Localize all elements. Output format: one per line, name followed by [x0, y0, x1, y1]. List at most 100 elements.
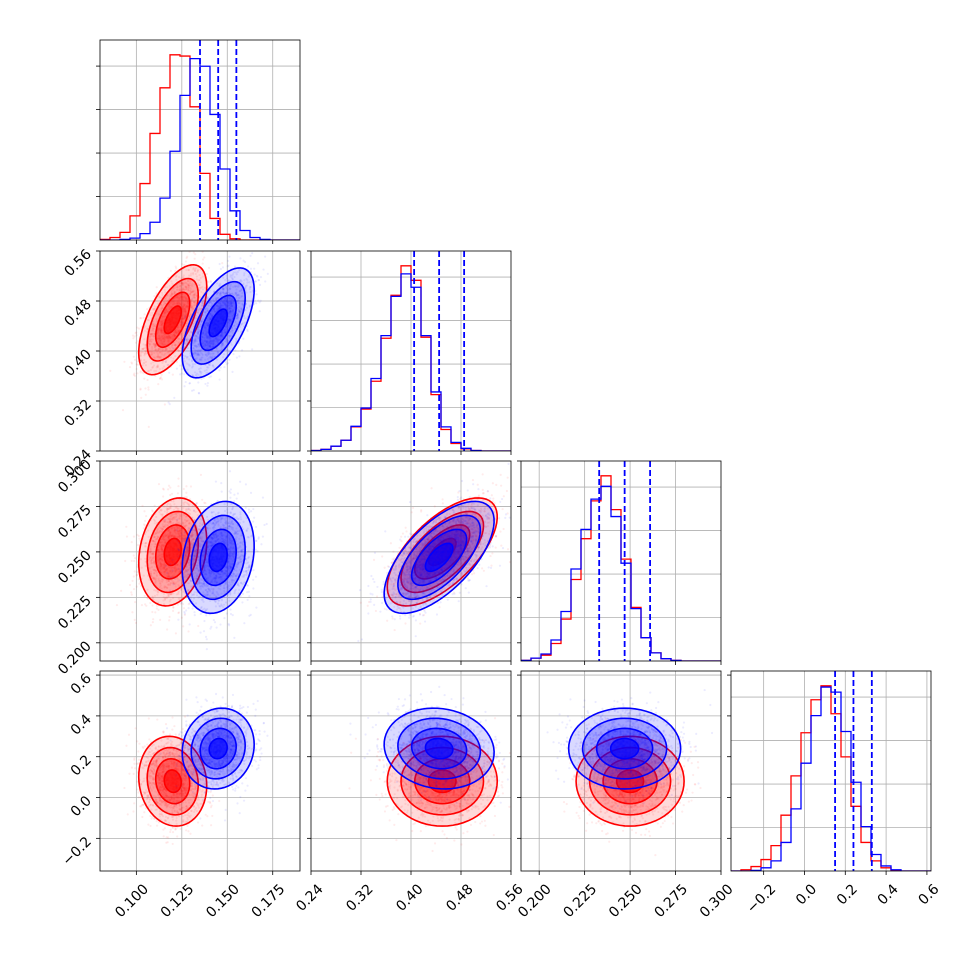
contour-line-1-0	[181, 707, 255, 790]
x-tick-label: 0.175	[249, 881, 289, 921]
histogram-series-1	[521, 485, 721, 661]
contour-line-0-1	[588, 746, 672, 816]
density-level-1-3	[425, 543, 453, 572]
panel-grid	[521, 461, 721, 661]
y-tick-label: 0.56	[61, 246, 94, 279]
x-tick-label: 0.40	[393, 881, 426, 914]
panel-grid	[521, 671, 721, 871]
contour-line-1-1	[397, 717, 482, 780]
x-tick-label: 0.48	[443, 881, 476, 914]
panel-frame	[520, 670, 722, 872]
panel-frame	[99, 670, 301, 872]
contour-line-1-2	[199, 727, 237, 770]
contour-line-0-0	[386, 497, 499, 607]
contour-line-0-1	[146, 746, 200, 816]
panel-frame	[99, 460, 301, 662]
density-level-0-3	[164, 306, 182, 334]
panel-grid	[100, 671, 300, 871]
density-level-0-3	[164, 538, 182, 566]
x-tick-label: 0.100	[112, 881, 152, 921]
contour-line-0-0	[137, 735, 208, 827]
density-level-1-3	[209, 309, 228, 337]
density-level-0-3	[164, 769, 182, 793]
contour-line-1-0	[181, 500, 255, 615]
contour-line-1-2	[410, 528, 468, 587]
contour-line-1-3	[208, 737, 228, 760]
panel-grid	[311, 461, 511, 661]
y-tick-label: 0.48	[61, 297, 94, 330]
contour-line-0-2	[154, 757, 191, 805]
x-tick-label: 0.0	[793, 881, 820, 908]
contour-line-1-1	[190, 514, 246, 601]
contour-line-1-2	[410, 727, 468, 770]
contour-line-1-0	[383, 500, 495, 615]
density-level-0-3	[428, 769, 456, 793]
x-tick-label: 0.4	[875, 881, 902, 908]
y-tick-label: 0.40	[61, 347, 94, 380]
y-tick-label: 0.2	[68, 752, 95, 779]
contour-line-0-1	[400, 510, 485, 594]
panel-2-2	[517, 460, 722, 665]
density-level-1-3	[425, 738, 453, 759]
contour-line-0-3	[163, 769, 183, 794]
y-tick-label: 0.250	[55, 547, 95, 587]
histogram-series-0	[100, 54, 300, 240]
contour-line-1-0	[383, 707, 495, 790]
contour-line-0-0	[137, 497, 208, 607]
contour-line-1-3	[208, 542, 228, 573]
panel-frame	[730, 670, 932, 872]
histogram-series-0	[521, 475, 721, 661]
contour-line-0-3	[427, 769, 457, 794]
x-tick-label: 0.275	[651, 881, 691, 921]
density-level-0-3	[616, 769, 644, 793]
panel-frame	[99, 39, 301, 241]
y-tick-label: 0.225	[55, 593, 95, 633]
x-tick-label: −0.2	[744, 881, 779, 916]
contour-line-1-1	[581, 717, 668, 780]
panel-3-2: 0.200 0.225 0.250 0.275 0.300	[515, 670, 737, 921]
contour-line-1-0	[567, 707, 682, 790]
density-level-1-3	[209, 738, 228, 759]
y-tick-label: 0.200	[55, 638, 95, 678]
y-tick-label: −0.2	[59, 834, 94, 869]
contour-line-0-0	[386, 735, 499, 827]
contour-line-1-1	[397, 514, 482, 601]
contour-line-1-0	[181, 267, 255, 379]
x-tick-label: 0.225	[561, 881, 601, 921]
panel-2-1	[307, 460, 512, 665]
contour-line-1-3	[424, 542, 454, 573]
x-tick-label: 0.300	[697, 881, 737, 921]
x-tick-label: 0.2	[834, 881, 861, 908]
contour-line-0-2	[413, 524, 471, 580]
y-tick-label: 0.6	[68, 671, 95, 698]
histogram-series-1	[731, 686, 931, 871]
panel-grid	[100, 461, 300, 661]
x-tick-label: 0.6	[915, 881, 942, 908]
y-tick-label: 0.275	[55, 502, 95, 542]
x-tick-label: 0.32	[343, 881, 376, 914]
contour-line-1-2	[199, 294, 237, 352]
histogram-series-0	[731, 685, 931, 871]
contour-line-0-3	[163, 305, 183, 335]
panel-frame	[520, 460, 722, 662]
contour-line-0-3	[163, 537, 183, 567]
histogram-series-1	[311, 273, 511, 451]
contour-line-0-1	[146, 277, 200, 362]
contour-line-1-3	[609, 737, 640, 760]
contour-line-0-2	[154, 291, 191, 349]
contour-line-1-2	[199, 528, 237, 587]
contour-line-0-0	[575, 735, 685, 827]
panel-0-0	[96, 39, 301, 244]
y-tick-label: 0.0	[68, 793, 95, 820]
panel-grid	[731, 671, 931, 871]
contour-line-1-2	[595, 727, 654, 770]
contour-line-1-1	[190, 280, 246, 365]
panel-1-1	[307, 250, 512, 455]
y-tick-label: 0.4	[68, 711, 95, 738]
x-tick-label: 0.250	[606, 881, 646, 921]
panel-3-3: −0.2 0.0 0.2 0.4 0.6	[727, 670, 943, 917]
y-tick-label: 0.32	[61, 397, 94, 430]
contour-line-0-2	[154, 524, 191, 580]
